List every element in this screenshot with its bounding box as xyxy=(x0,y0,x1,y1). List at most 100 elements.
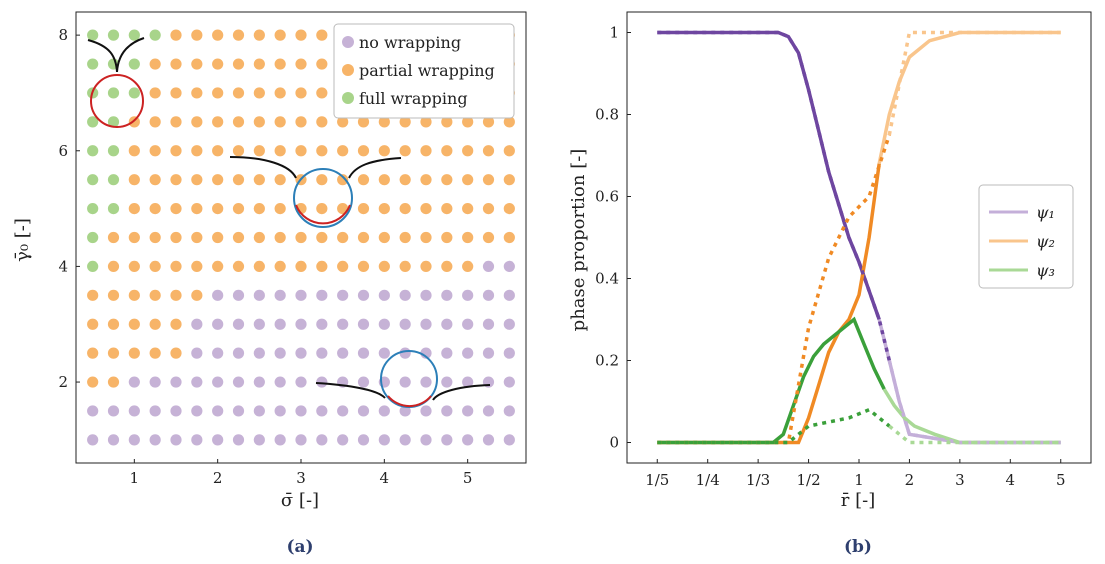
data-point-partial xyxy=(441,174,453,186)
data-point-partial xyxy=(149,347,161,359)
panel-b-legend: ψ₁ ψ₂ ψ₃ xyxy=(978,184,1074,289)
data-point-partial xyxy=(253,174,265,186)
data-point-no xyxy=(357,289,370,301)
data-point-partial xyxy=(107,289,120,301)
data-point-partial xyxy=(253,116,265,128)
x-tick-label: 1/5 xyxy=(645,471,669,489)
data-point-partial xyxy=(232,202,245,215)
data-point-partial xyxy=(357,260,370,273)
data-point-partial xyxy=(87,347,99,359)
data-point-partial xyxy=(128,174,140,186)
data-point-no xyxy=(399,376,411,388)
data-point-no xyxy=(295,434,307,446)
data-point-partial xyxy=(212,260,224,273)
data-point-partial xyxy=(232,29,245,41)
data-point-no xyxy=(316,376,328,388)
data-point-partial xyxy=(232,116,245,128)
data-point-no xyxy=(212,405,224,417)
data-point-full xyxy=(107,87,120,99)
data-point-no xyxy=(399,318,411,330)
data-point-partial xyxy=(482,202,495,215)
data-point-no xyxy=(441,347,453,359)
data-point-partial xyxy=(170,145,182,157)
data-point-partial xyxy=(316,29,328,41)
panel-a-ticks: 1 2 3 4 5 2 4 6 8 xyxy=(58,26,472,487)
data-point-partial xyxy=(503,116,515,128)
data-point-partial xyxy=(274,116,286,128)
dotted-line-psi1-light xyxy=(887,360,1061,445)
legend-label-no: no wrapping xyxy=(359,33,461,52)
data-point-no xyxy=(274,289,286,301)
data-point-no xyxy=(378,289,390,301)
data-point-partial xyxy=(87,376,99,388)
data-point-no xyxy=(295,289,307,301)
data-point-full xyxy=(87,58,99,70)
data-point-partial xyxy=(357,202,370,215)
data-point-full xyxy=(107,145,120,157)
data-point-partial xyxy=(274,87,286,99)
data-point-no xyxy=(503,289,515,301)
data-point-partial xyxy=(170,289,182,301)
data-point-partial xyxy=(316,87,328,99)
data-point-no xyxy=(191,318,203,330)
data-point-no xyxy=(107,405,120,417)
data-point-no xyxy=(316,347,328,359)
data-point-no xyxy=(503,347,515,359)
data-point-no xyxy=(274,376,286,388)
data-point-no xyxy=(420,376,432,388)
data-point-partial xyxy=(191,116,203,128)
data-point-no xyxy=(357,318,370,330)
data-point-partial xyxy=(170,318,182,330)
data-point-no xyxy=(253,347,265,359)
data-point-partial xyxy=(128,318,140,330)
data-point-no xyxy=(128,434,140,446)
data-point-partial xyxy=(441,202,453,215)
data-point-no xyxy=(191,434,203,446)
data-point-partial xyxy=(274,58,286,70)
data-point-partial xyxy=(191,87,203,99)
data-point-no xyxy=(191,405,203,417)
y-tick-label: 2 xyxy=(58,373,68,391)
panel-a-legend: no wrapping partial wrapping full wrapping xyxy=(333,23,515,119)
data-point-no xyxy=(482,434,495,446)
panel-b-caption: (b) xyxy=(844,537,872,557)
data-point-no xyxy=(357,434,370,446)
data-point-no xyxy=(462,289,474,301)
data-point-partial xyxy=(87,289,99,301)
data-point-partial xyxy=(107,376,120,388)
data-point-full xyxy=(128,58,140,70)
data-point-no xyxy=(462,434,474,446)
data-point-partial xyxy=(295,29,307,41)
data-point-no xyxy=(274,318,286,330)
y-tick-label: 0.6 xyxy=(595,188,619,206)
data-point-partial xyxy=(316,58,328,70)
y-tick-label: 0.4 xyxy=(595,270,619,288)
data-point-partial xyxy=(232,87,245,99)
data-point-no xyxy=(232,318,245,330)
legend-label-partial: partial wrapping xyxy=(359,61,495,80)
data-point-no xyxy=(212,289,224,301)
data-point-no xyxy=(295,318,307,330)
particle-circle-partial-blue xyxy=(293,168,353,228)
data-point-partial xyxy=(107,347,120,359)
data-point-no xyxy=(253,405,265,417)
data-point-partial xyxy=(462,174,474,186)
data-point-full xyxy=(128,29,140,41)
particle-arc-partial-red xyxy=(295,204,351,225)
legend-label-psi2: ψ₂ xyxy=(1036,232,1055,251)
x-tick-label: 5 xyxy=(463,469,473,487)
membrane-curve-full xyxy=(87,37,145,73)
data-point-partial xyxy=(337,116,349,128)
data-point-full xyxy=(87,231,99,244)
data-point-no xyxy=(149,434,161,446)
data-point-no xyxy=(274,434,286,446)
data-point-no xyxy=(503,434,515,446)
data-point-partial xyxy=(170,29,182,41)
data-point-no xyxy=(170,405,182,417)
data-point-no xyxy=(232,289,245,301)
data-point-partial xyxy=(170,202,182,215)
data-point-partial xyxy=(420,116,432,128)
data-point-no xyxy=(378,347,390,359)
data-point-no xyxy=(128,405,140,417)
data-point-partial xyxy=(420,231,432,244)
